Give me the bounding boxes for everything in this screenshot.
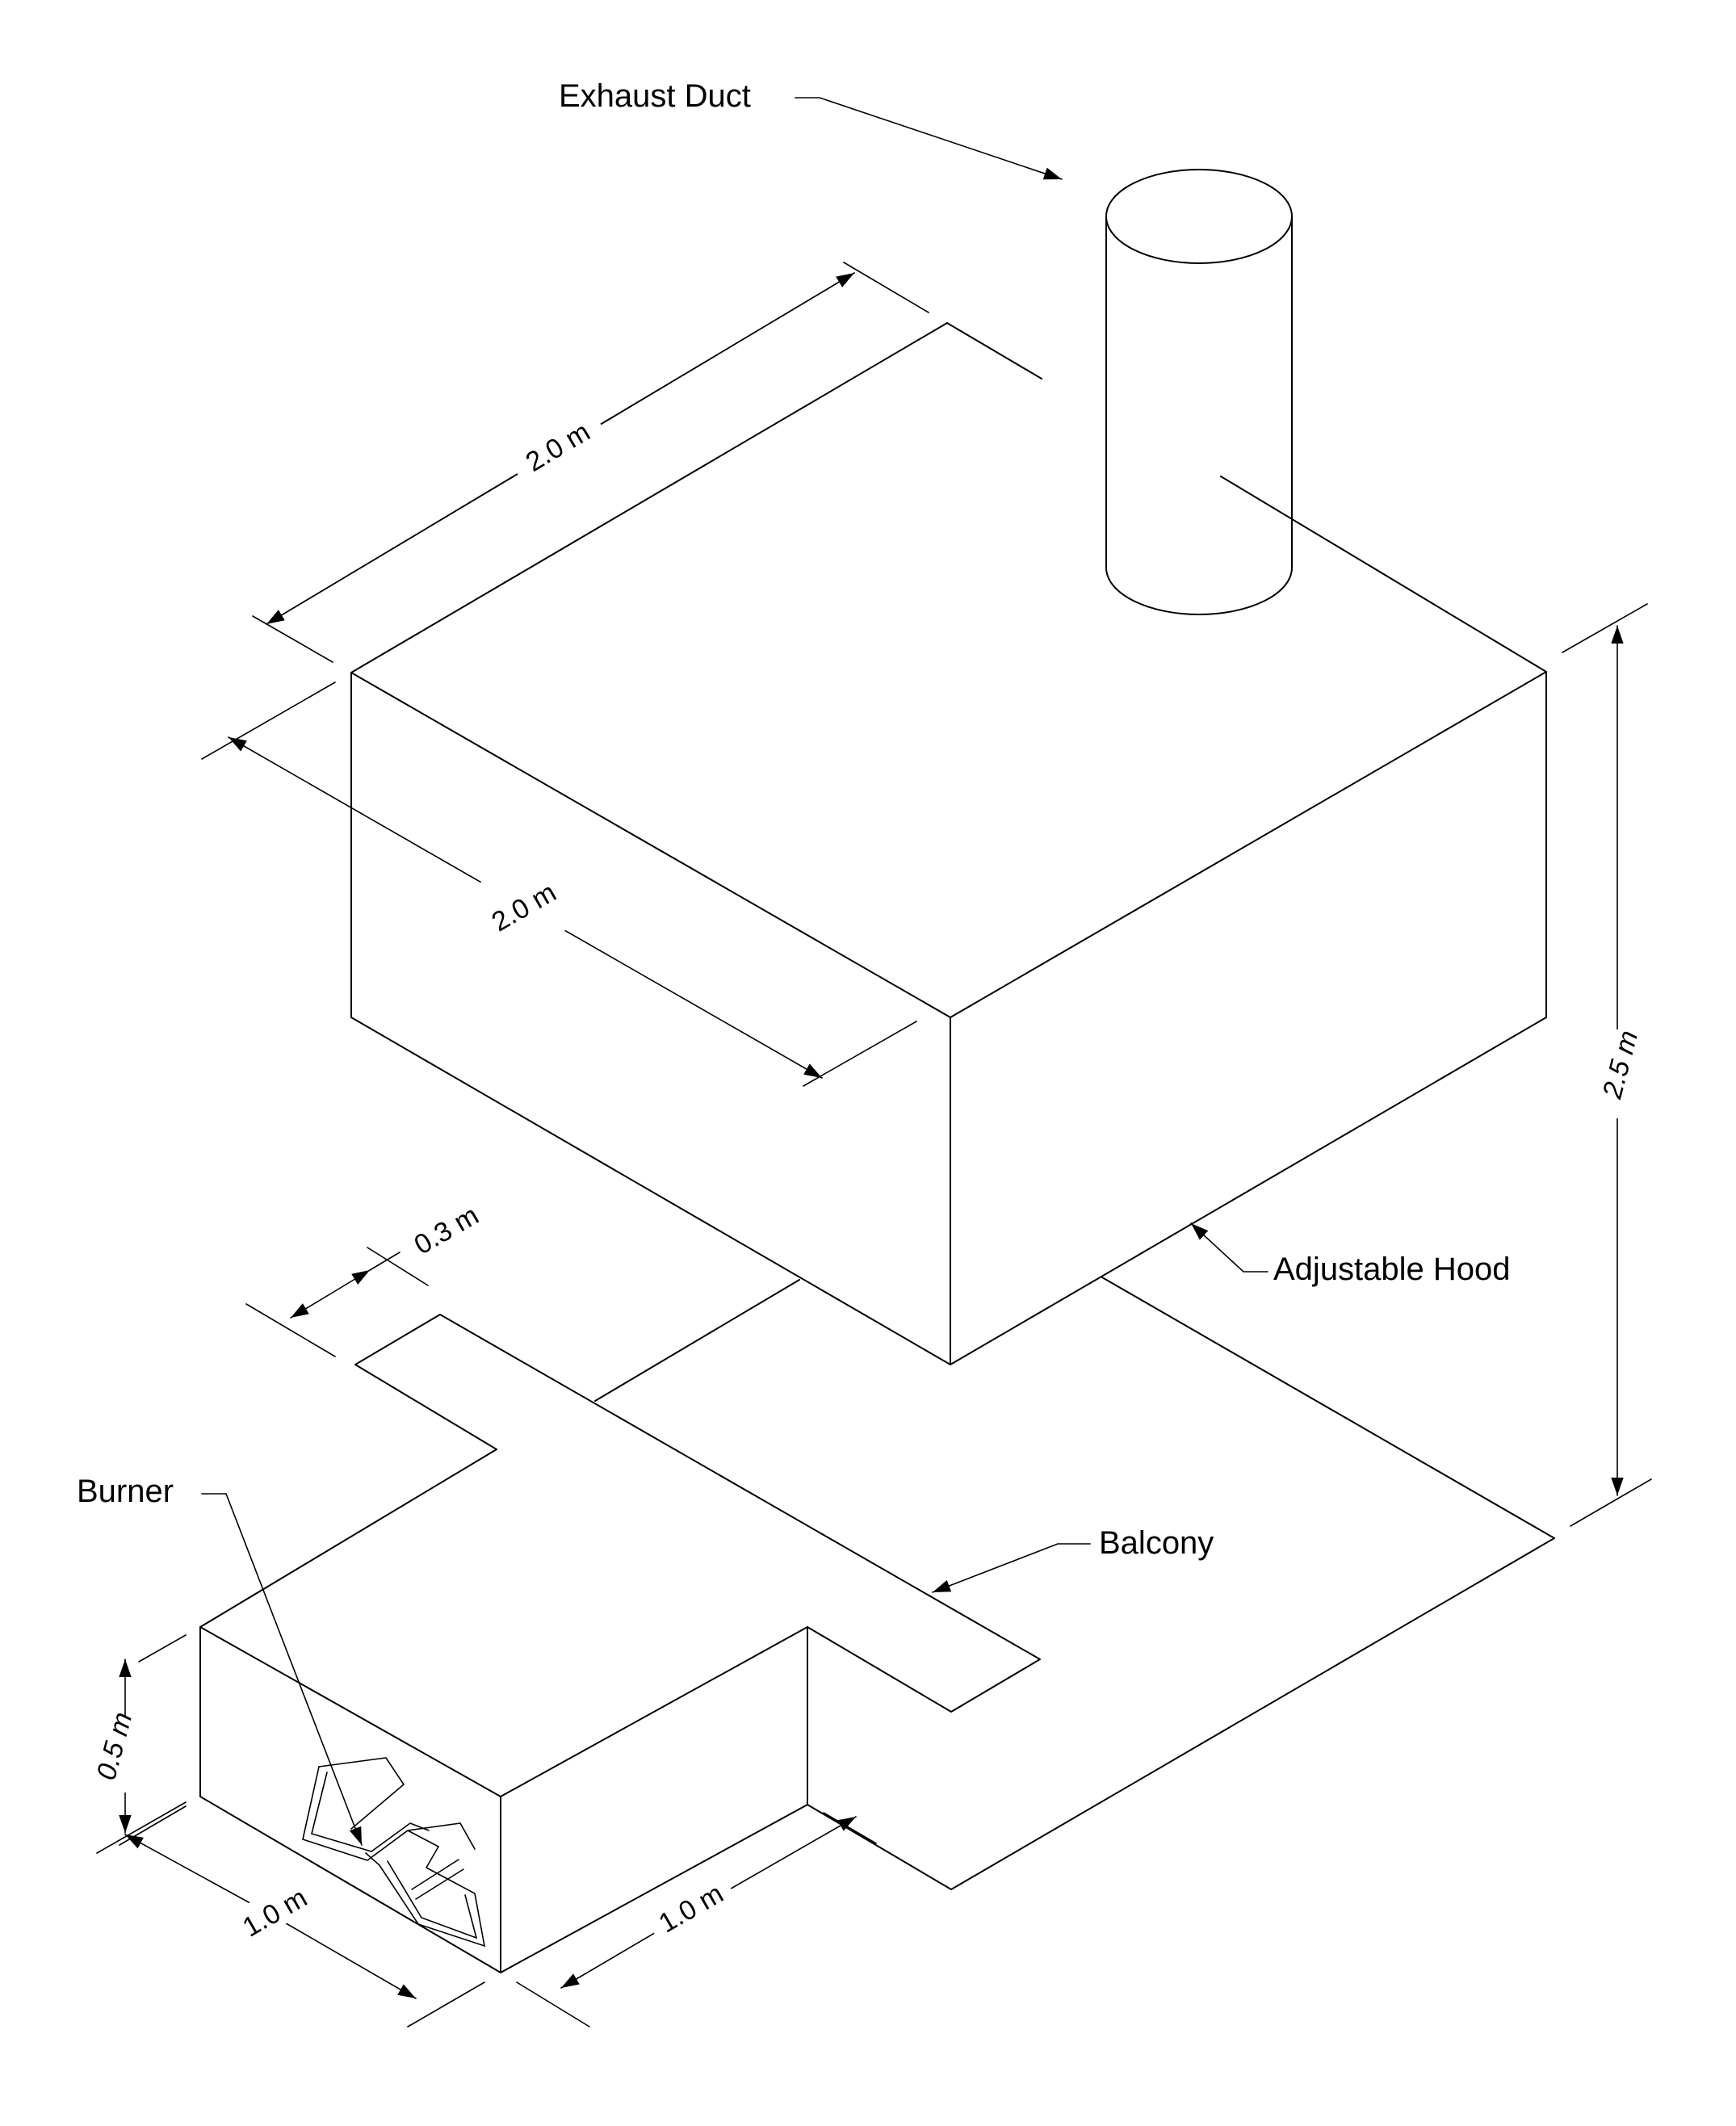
burner-base-box [199,1626,808,1973]
label-burner: Burner [77,1474,363,1846]
dimension-hood-length: 2.0 m [252,262,929,663]
label-exhaust-duct: Exhaust Duct [559,78,1063,180]
label-balcony: Balcony [932,1525,1214,1593]
burner [302,1757,486,1948]
svg-text:Exhaust Duct: Exhaust Duct [559,78,751,114]
svg-text:0.3 m: 0.3 m [409,1200,484,1260]
balcony [199,1277,1555,1890]
dimension-burner-width: 1.0 m [119,1805,485,2027]
dimension-burner-height: 0.5 m [89,1634,187,1854]
svg-text:Adjustable Hood: Adjustable Hood [1273,1252,1511,1287]
svg-text:Burner: Burner [77,1474,174,1509]
svg-text:Balcony: Balcony [1099,1525,1214,1561]
label-adjustable-hood: Adjustable Hood [1190,1222,1511,1287]
dimension-balcony-width: 0.3 m [245,1200,484,1357]
dimension-burner-depth: 1.0 m [516,1812,877,2027]
exhaust-duct [1105,169,1293,615]
dimension-total-height: 2.5 m [1562,603,1655,1527]
adjustable-hood [350,322,1547,1365]
dimension-hood-width: 2.0 m [201,681,917,1087]
